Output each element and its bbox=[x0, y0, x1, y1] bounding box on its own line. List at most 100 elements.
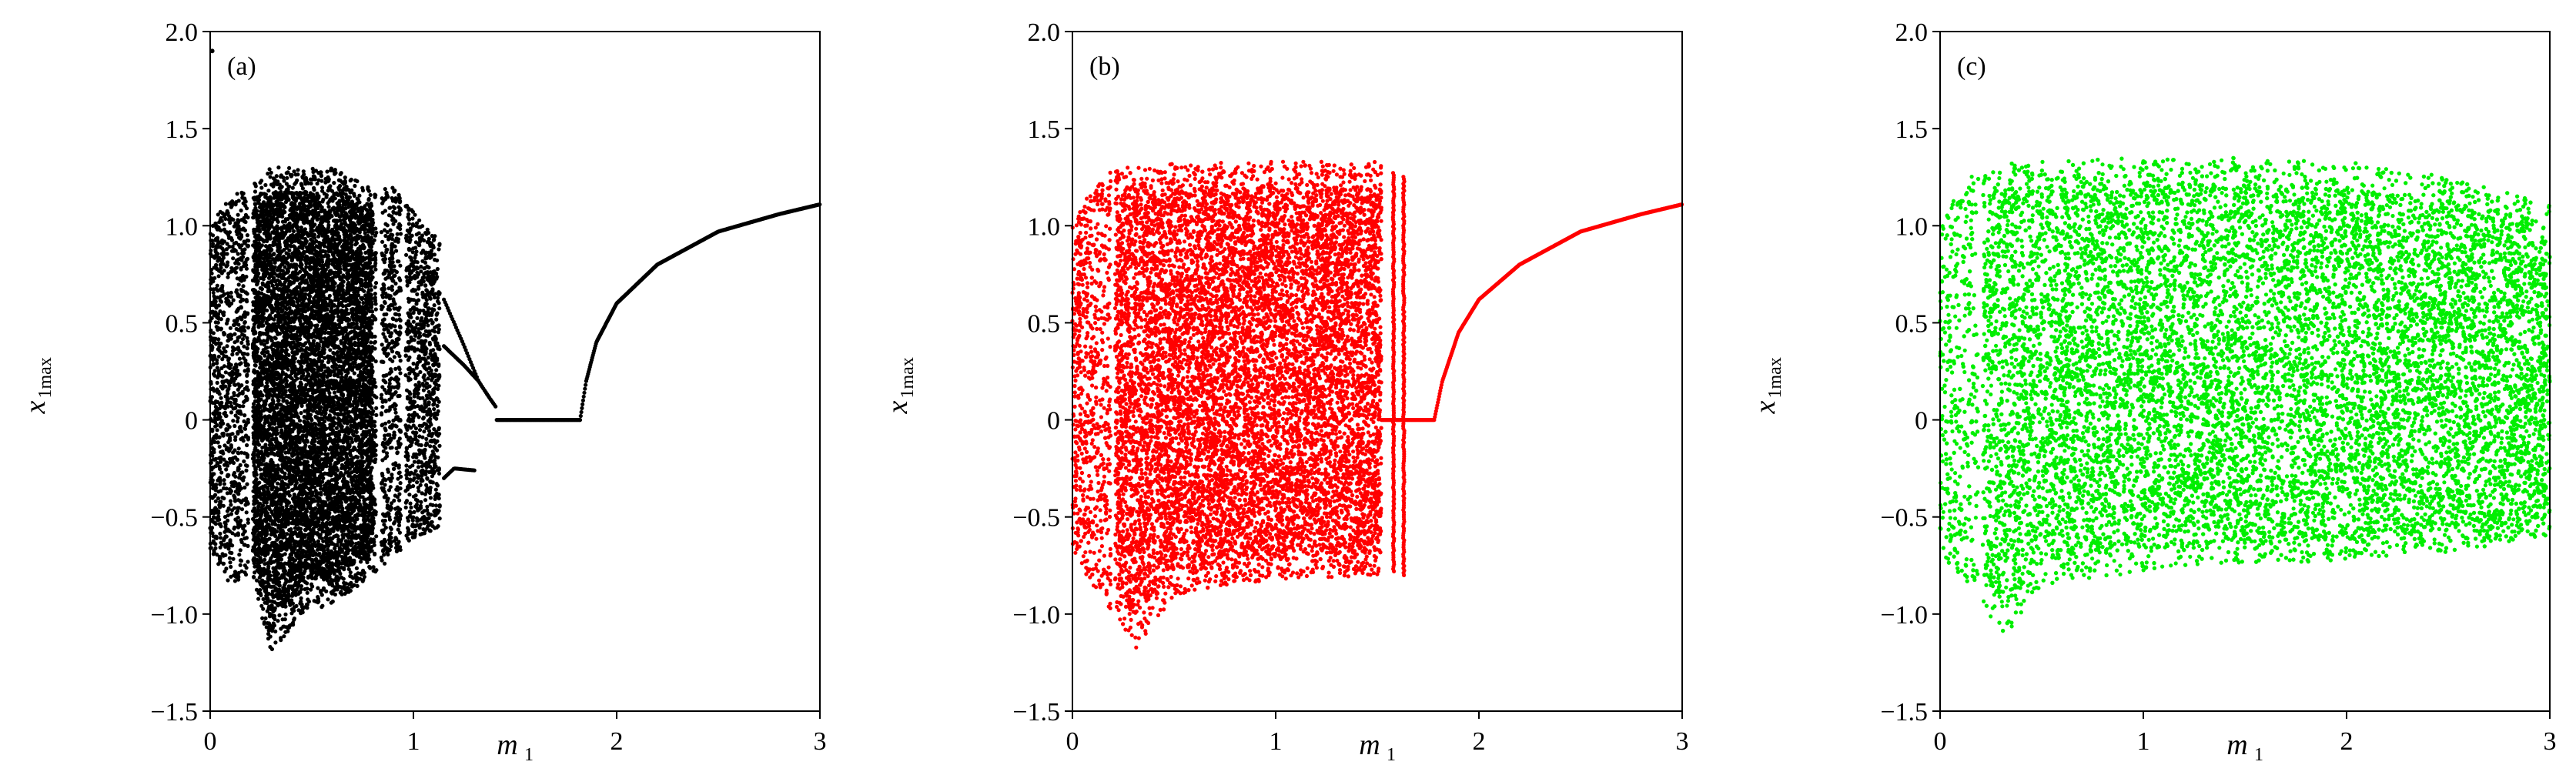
data-point bbox=[216, 428, 219, 432]
data-point bbox=[432, 246, 436, 249]
data-point bbox=[423, 473, 427, 476]
data-point bbox=[226, 423, 229, 427]
data-point bbox=[406, 319, 410, 323]
data-point bbox=[306, 597, 309, 601]
data-point bbox=[258, 181, 262, 185]
data-point bbox=[427, 266, 430, 269]
data-point bbox=[380, 342, 384, 346]
data-point bbox=[330, 601, 333, 605]
data-point bbox=[384, 312, 388, 316]
data-point bbox=[388, 382, 392, 386]
data-point bbox=[417, 380, 421, 384]
data-point bbox=[265, 381, 269, 385]
data-point bbox=[345, 185, 349, 189]
data-point bbox=[429, 496, 433, 499]
data-point bbox=[423, 283, 427, 287]
data-point bbox=[438, 504, 442, 508]
data-point bbox=[406, 283, 410, 287]
data-point bbox=[409, 506, 413, 509]
data-point bbox=[399, 481, 403, 485]
data-point bbox=[220, 284, 224, 288]
data-point bbox=[246, 215, 249, 219]
data-point bbox=[396, 308, 400, 312]
data-point bbox=[416, 439, 420, 443]
data-point bbox=[405, 446, 409, 450]
data-point bbox=[305, 606, 309, 610]
data-point bbox=[398, 264, 402, 268]
data-point bbox=[392, 306, 396, 310]
data-point bbox=[289, 174, 293, 178]
data-point bbox=[398, 367, 402, 371]
data-point bbox=[273, 630, 277, 633]
data-point bbox=[373, 457, 377, 461]
data-point bbox=[233, 401, 236, 405]
data-point bbox=[237, 404, 241, 408]
data-point bbox=[225, 344, 229, 348]
data-point bbox=[292, 609, 296, 613]
data-point bbox=[413, 246, 417, 249]
data-point bbox=[234, 200, 238, 204]
data-point bbox=[224, 370, 228, 374]
data-point bbox=[411, 516, 415, 519]
data-point bbox=[237, 446, 241, 450]
data-point bbox=[393, 355, 396, 359]
data-point bbox=[393, 407, 397, 411]
data-point bbox=[327, 205, 331, 209]
data-point bbox=[243, 536, 246, 540]
data-point bbox=[413, 460, 417, 464]
data-point bbox=[428, 491, 432, 495]
data-point bbox=[239, 258, 243, 262]
data-point bbox=[425, 298, 429, 302]
data-point bbox=[231, 419, 235, 423]
data-point bbox=[224, 534, 228, 538]
data-point bbox=[433, 303, 437, 307]
data-point bbox=[228, 560, 232, 564]
data-point bbox=[229, 326, 233, 330]
data-point bbox=[241, 284, 245, 288]
data-point bbox=[406, 516, 410, 519]
data-point bbox=[385, 454, 389, 458]
data-point bbox=[417, 396, 420, 399]
data-point bbox=[374, 307, 378, 311]
data-point bbox=[219, 396, 223, 400]
data-point bbox=[434, 503, 438, 507]
data-point bbox=[243, 486, 246, 489]
data-point bbox=[292, 618, 296, 622]
data-point bbox=[219, 470, 223, 474]
data-point bbox=[231, 450, 235, 454]
data-point bbox=[417, 465, 420, 469]
data-point bbox=[436, 404, 440, 408]
data-point bbox=[291, 186, 295, 190]
data-point bbox=[332, 181, 336, 185]
data-point bbox=[306, 591, 309, 595]
data-point bbox=[333, 373, 336, 377]
data-point bbox=[223, 515, 227, 519]
data-point bbox=[405, 428, 409, 432]
data-point bbox=[236, 213, 240, 217]
data-point bbox=[414, 453, 418, 456]
data-point bbox=[437, 472, 441, 476]
data-point bbox=[218, 532, 222, 536]
data-point bbox=[419, 500, 423, 504]
data-point bbox=[412, 362, 416, 366]
data-point bbox=[374, 534, 378, 538]
data-point bbox=[433, 258, 437, 262]
data-point bbox=[410, 325, 413, 329]
data-point bbox=[398, 371, 402, 375]
data-point bbox=[283, 613, 287, 616]
data-point bbox=[355, 566, 359, 570]
data-point bbox=[435, 311, 439, 315]
data-point bbox=[232, 473, 236, 476]
data-point bbox=[239, 209, 243, 212]
data-point bbox=[223, 521, 227, 525]
data-point bbox=[380, 529, 384, 533]
data-point bbox=[411, 269, 415, 272]
data-point bbox=[417, 489, 420, 493]
data-point bbox=[212, 338, 216, 342]
data-point bbox=[236, 451, 239, 455]
data-point bbox=[237, 282, 241, 286]
data-point bbox=[408, 479, 412, 483]
data-point bbox=[369, 193, 373, 197]
data-points bbox=[208, 48, 821, 651]
